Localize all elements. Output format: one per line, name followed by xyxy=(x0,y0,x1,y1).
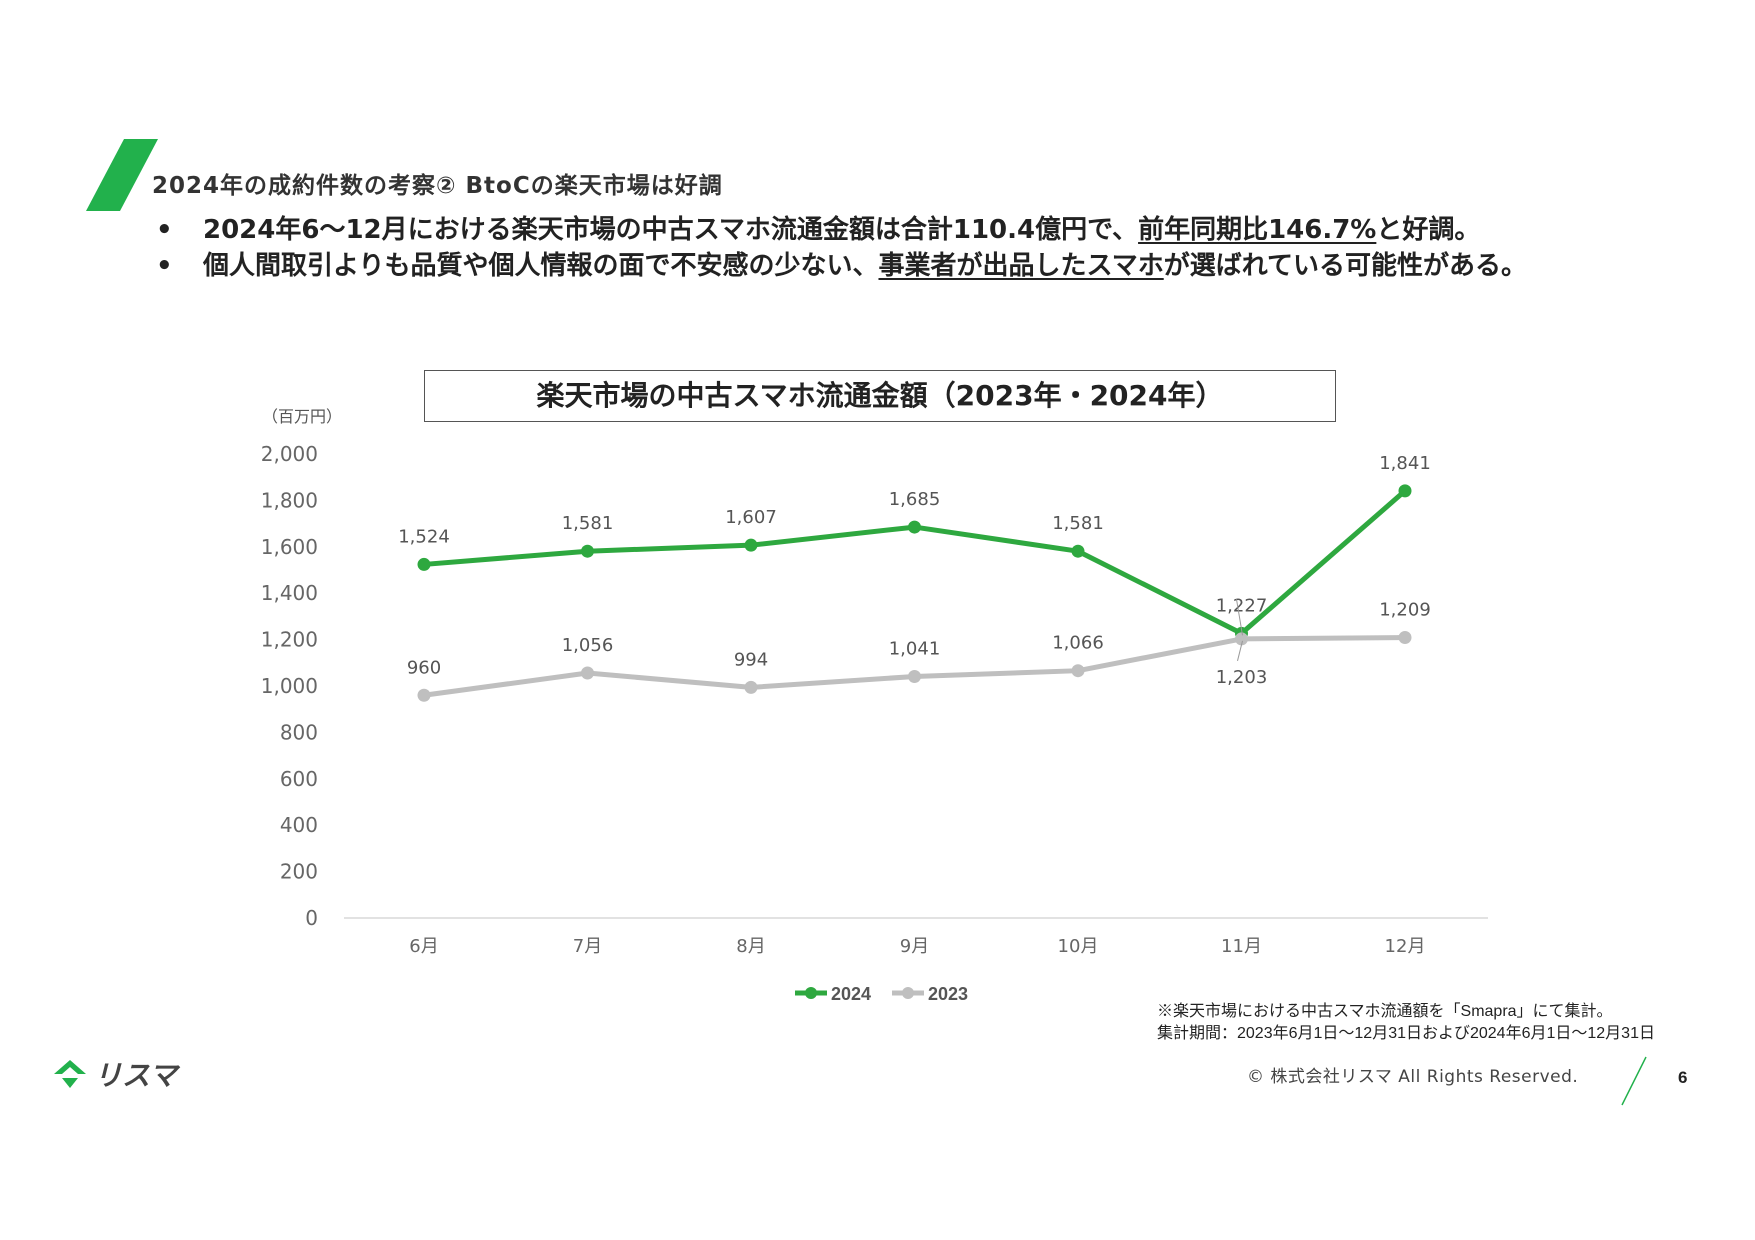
data-label-2024: 1,685 xyxy=(889,489,941,510)
data-point-2023 xyxy=(1235,632,1248,646)
bullet-underlined-text: 事業者が出品したスマホ xyxy=(878,251,1164,281)
page-divider-slash xyxy=(1621,1056,1647,1106)
logo-wordmark: リスマ xyxy=(94,1059,181,1092)
data-point-2024 xyxy=(1398,484,1412,498)
y-tick-label: 800 xyxy=(280,720,318,744)
y-tick-label: 1,800 xyxy=(261,488,318,512)
y-tick-label: 1,000 xyxy=(261,674,318,698)
data-point-2024 xyxy=(744,538,758,552)
y-axis-unit-label: （百万円） xyxy=(262,407,342,426)
data-label-2024: 1,524 xyxy=(398,526,450,547)
company-logo: リスマ xyxy=(54,1059,181,1092)
bullet-item: • 2024年6～12月における楽天市場の中古スマホ流通金額は合計110.4億円… xyxy=(150,212,1710,248)
data-label-2024: 1,227 xyxy=(1216,595,1268,616)
data-point-2023 xyxy=(744,680,758,694)
legend-label-2024: 2024 xyxy=(831,984,871,1004)
data-point-2023 xyxy=(1398,631,1412,645)
page-number: 6 xyxy=(1678,1068,1688,1087)
footnote-line-1: ※楽天市場における中古スマホ流通額を「Smapra」にて集計。 xyxy=(1157,1003,1613,1020)
data-label-2023: 960 xyxy=(407,657,441,678)
x-tick-label: 9月 xyxy=(900,936,929,957)
x-tick-label: 12月 xyxy=(1385,936,1426,957)
x-tick-label: 8月 xyxy=(736,936,765,957)
data-point-2024 xyxy=(908,520,921,534)
data-label-2023: 1,209 xyxy=(1379,600,1431,621)
footnote: ※楽天市場における中古スマホ流通額を「Smapra」にて集計。 集計期間：202… xyxy=(1157,1001,1655,1045)
data-label-2024: 1,841 xyxy=(1379,453,1431,474)
data-point-2023 xyxy=(417,688,431,702)
label-leader-line xyxy=(1237,640,1243,662)
y-tick-label: 1,400 xyxy=(261,581,318,605)
data-label-2023: 1,056 xyxy=(562,635,614,656)
y-tick-label: 400 xyxy=(280,813,318,837)
chart-title: 楽天市場の中古スマホ流通金額（2023年・2024年） xyxy=(424,370,1336,422)
data-point-2023 xyxy=(1071,664,1085,678)
bullet-list: • 2024年6～12月における楽天市場の中古スマホ流通金額は合計110.4億円… xyxy=(150,212,1710,284)
bullet-marker: • xyxy=(156,251,173,281)
data-label-2024: 1,607 xyxy=(725,507,777,528)
copyright: © 株式会社リスマ All Rights Reserved. xyxy=(1247,1067,1579,1087)
section-title: 2024年の成約件数の考察② BtoCの楽天市場は好調 xyxy=(152,173,723,199)
data-label-2023: 1,066 xyxy=(1052,633,1104,654)
y-tick-label: 1,200 xyxy=(261,628,318,652)
y-tick-label: 200 xyxy=(280,860,318,884)
legend-swatch-marker-2024 xyxy=(805,987,817,999)
section-accent-shape xyxy=(86,139,158,211)
data-point-2024 xyxy=(1071,544,1085,558)
footnote-line-2: 集計期間：2023年6月1日～12月31日および2024年6月1日～12月31日 xyxy=(1157,1025,1655,1042)
y-tick-label: 2,000 xyxy=(261,442,318,466)
data-label-2023: 1,041 xyxy=(889,638,941,659)
bullet-text-end: と好調。 xyxy=(1376,215,1481,245)
label-leader-line xyxy=(1236,599,1243,636)
y-tick-label: 1,600 xyxy=(261,535,318,559)
data-label-2024: 1,581 xyxy=(1052,513,1104,534)
data-label-2023: 1,203 xyxy=(1216,667,1268,688)
bullet-text: 個人間取引よりも品質や個人情報の面で不安感の少ない、 xyxy=(203,251,879,281)
bullet-text-end: が選ばれている可能性がある。 xyxy=(1163,251,1527,281)
data-point-2024 xyxy=(417,557,431,571)
y-tick-label: 0 xyxy=(305,906,318,930)
bullet-text: 2024年6～12月における楽天市場の中古スマホ流通金額は合計110.4億円で、 xyxy=(203,215,1139,245)
logo-mark-icon xyxy=(54,1060,86,1074)
data-point-2023 xyxy=(581,666,594,680)
data-label-2023: 994 xyxy=(734,649,768,670)
x-tick-label: 10月 xyxy=(1058,936,1099,957)
y-tick-label: 600 xyxy=(280,767,318,791)
data-point-2024 xyxy=(581,544,594,558)
legend-swatch-marker-2023 xyxy=(902,987,914,999)
data-label-2024: 1,581 xyxy=(562,513,614,534)
x-tick-label: 7月 xyxy=(573,936,602,957)
data-point-2023 xyxy=(908,669,921,683)
bullet-marker: • xyxy=(156,215,173,245)
x-tick-label: 11月 xyxy=(1221,936,1262,957)
legend-label-2023: 2023 xyxy=(928,984,968,1004)
x-tick-label: 6月 xyxy=(409,936,438,957)
bullet-underlined-text: 前年同期比146.7% xyxy=(1138,215,1377,245)
bullet-item: • 個人間取引よりも品質や個人情報の面で不安感の少ない、事業者が出品したスマホが… xyxy=(150,248,1710,284)
